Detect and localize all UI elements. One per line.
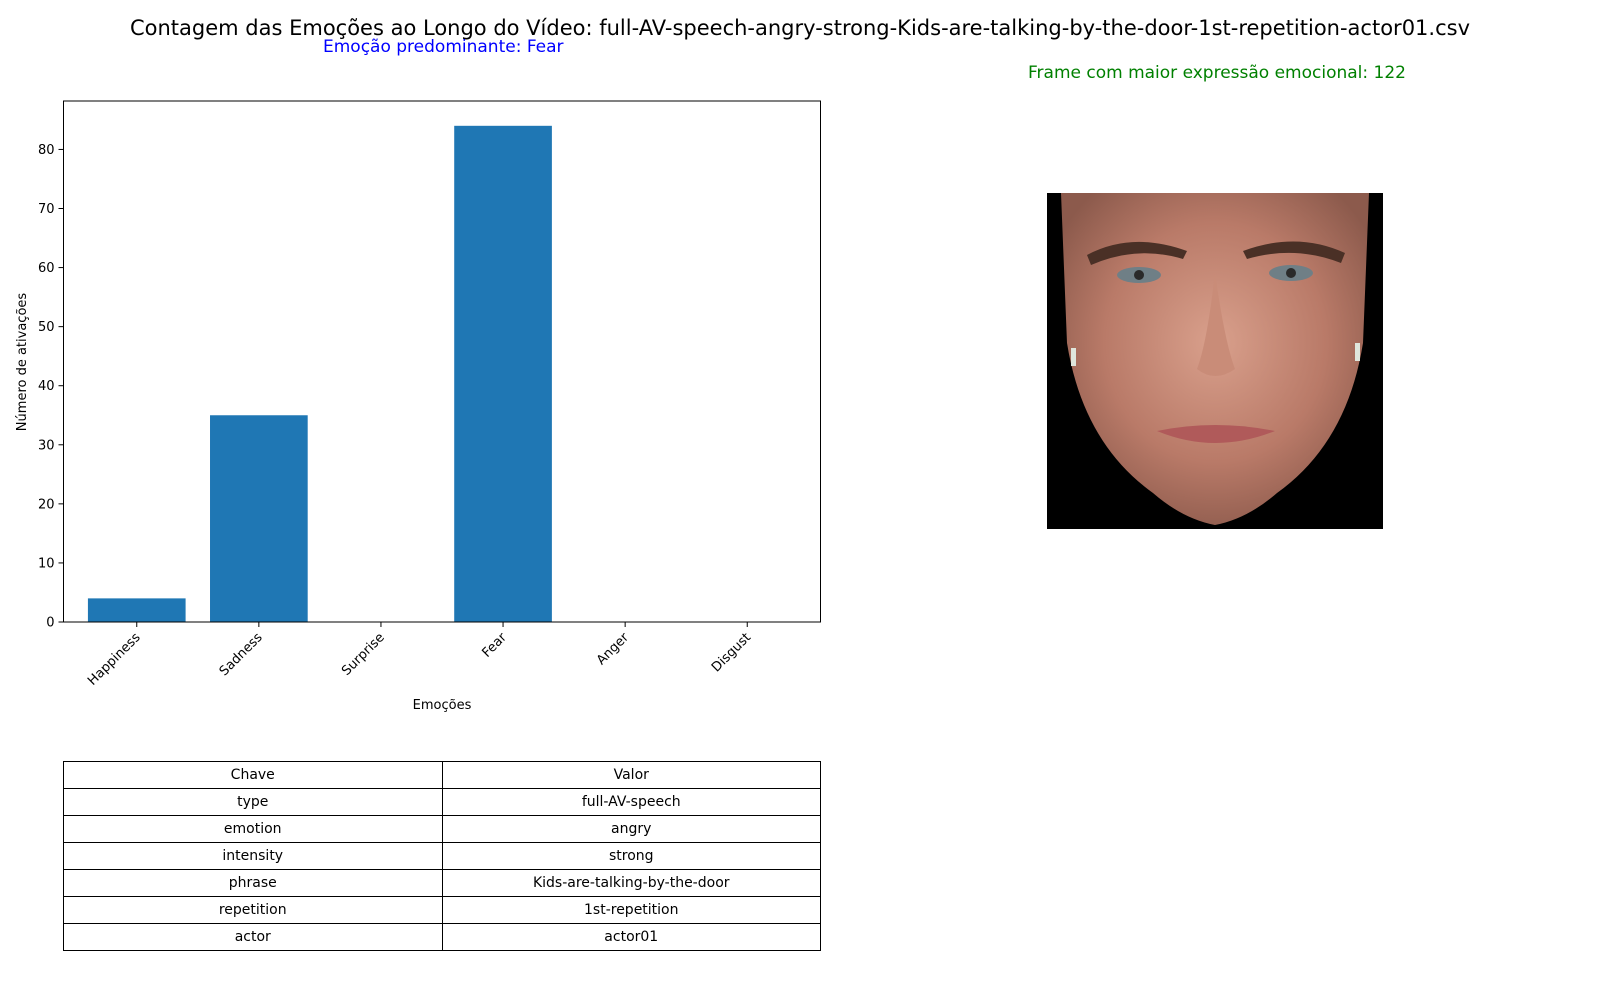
- y-tick-label: 50: [38, 320, 55, 335]
- y-axis-ticks: 0 10 20 30 40 50 60 70 80: [38, 143, 64, 631]
- table-row: repetition 1st-repetition: [63, 896, 821, 924]
- predominant-emotion-label: Emoção predominante: Fear: [323, 37, 564, 57]
- y-tick-label: 30: [38, 438, 55, 453]
- table-cell-value: full-AV-speech: [441, 788, 821, 816]
- y-tick-label: 0: [46, 616, 54, 631]
- bar-sadness: [210, 415, 308, 622]
- table-cell-key: intensity: [63, 842, 443, 870]
- y-tick-label: 10: [38, 556, 55, 571]
- table-cell-key: phrase: [63, 869, 443, 897]
- plot-frame: [63, 100, 821, 623]
- face-photo-icon: [1047, 193, 1383, 529]
- max-expression-frame-label: Frame com maior expressão emocional: 122: [1028, 63, 1406, 83]
- table-header-row: Chave Valor: [63, 761, 821, 789]
- table-cell-key: actor: [63, 923, 443, 951]
- metadata-table: Chave Valor type full-AV-speech emotion …: [63, 761, 821, 951]
- y-tick-label: 40: [38, 379, 55, 394]
- table-cell-value: actor01: [441, 923, 821, 951]
- table-row: actor actor01: [63, 923, 821, 951]
- y-tick-label: 70: [38, 202, 55, 217]
- table-cell-key: repetition: [63, 896, 443, 924]
- x-tick-label-surprise: Surprise: [339, 630, 388, 679]
- y-tick-label: 60: [38, 261, 55, 276]
- table-row: phrase Kids-are-talking-by-the-door: [63, 869, 821, 897]
- bar-happiness: [87, 598, 186, 622]
- table-header-value: Valor: [441, 761, 821, 789]
- x-axis-ticks: Happiness Sadness Surprise Fear Anger Disgust: [85, 622, 754, 689]
- face-frame-image: [1047, 193, 1383, 529]
- x-tick-label-fear: Fear: [479, 630, 510, 661]
- emotion-bar-chart: 0 10 20 30 40 50 60 70 80 Happiness Sadness Surpri…: [15, 100, 821, 713]
- x-tick-label-disgust: Disgust: [709, 630, 754, 675]
- y-axis-label: Número de ativações: [15, 293, 30, 432]
- table-row: emotion angry: [63, 815, 821, 843]
- table-row: intensity strong: [63, 842, 821, 870]
- table-cell-key: type: [63, 788, 443, 816]
- x-axis-label: Emoções: [413, 698, 472, 713]
- table-cell-value: 1st-repetition: [441, 896, 821, 924]
- table-row: type full-AV-speech: [63, 788, 821, 816]
- x-tick-label-anger: Anger: [594, 630, 632, 668]
- table-cell-key: emotion: [63, 815, 443, 843]
- table-header-key: Chave: [63, 761, 443, 789]
- table-cell-value: angry: [441, 815, 821, 843]
- y-tick-label: 80: [38, 143, 55, 158]
- x-tick-label-happiness: Happiness: [85, 630, 144, 689]
- x-tick-label-sadness: Sadness: [217, 630, 266, 679]
- figure-title: Contagem das Emoções ao Longo do Vídeo: …: [129, 16, 1471, 40]
- bars-group: [87, 125, 552, 623]
- table-cell-value: Kids-are-talking-by-the-door: [441, 869, 821, 897]
- table-cell-value: strong: [441, 842, 821, 870]
- bar-fear: [454, 125, 552, 623]
- y-tick-label: 20: [38, 497, 55, 512]
